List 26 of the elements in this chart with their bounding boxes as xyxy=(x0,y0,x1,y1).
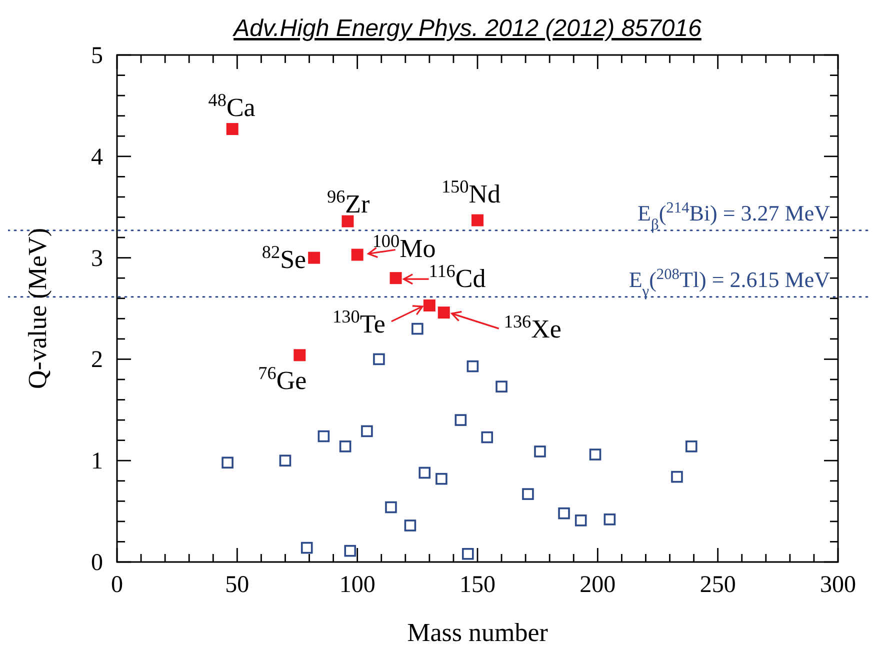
y-tick-label: 5 xyxy=(91,43,103,69)
annotation: $^{136}$Xe xyxy=(504,312,562,344)
x-tick-label: 100 xyxy=(339,572,376,598)
x-tick-label: 50 xyxy=(225,572,250,598)
x-tick-label: 0 xyxy=(111,572,123,598)
annotation: $^{96}$Zr xyxy=(326,186,370,218)
ref-line-label: E$_{β}$($^{214}$Bi) = 3.27 MeV xyxy=(638,198,830,233)
y-tick-label: 0 xyxy=(91,550,103,576)
annotation: $^{100}$Mo xyxy=(372,230,436,263)
x-axis-title: Mass number xyxy=(407,618,548,647)
annotation: $^{82}$Se xyxy=(262,242,306,274)
annotation: $^{130}$Te xyxy=(332,306,386,338)
y-tick-label: 2 xyxy=(91,347,103,374)
annotation: $^{150}$Nd xyxy=(441,176,500,208)
annotation: $^{116}$Cd xyxy=(428,261,486,294)
y-axis-title: Q-value (MeV) xyxy=(23,228,52,389)
chart-title: Adv.High Energy Phys. 2012 (2012) 857016 xyxy=(232,15,702,42)
y-tick-label: 3 xyxy=(91,246,103,272)
y-tick-label: 1 xyxy=(91,448,103,475)
x-tick-label: 200 xyxy=(580,572,616,598)
x-tick-label: 150 xyxy=(460,572,496,598)
annotation: $^{48}$Ca xyxy=(208,90,256,122)
annotation: $^{76}$Ge xyxy=(258,363,307,396)
x-tick-label: 250 xyxy=(700,572,736,598)
y-tick-label: 4 xyxy=(91,144,103,170)
x-tick-label: 300 xyxy=(820,572,856,598)
